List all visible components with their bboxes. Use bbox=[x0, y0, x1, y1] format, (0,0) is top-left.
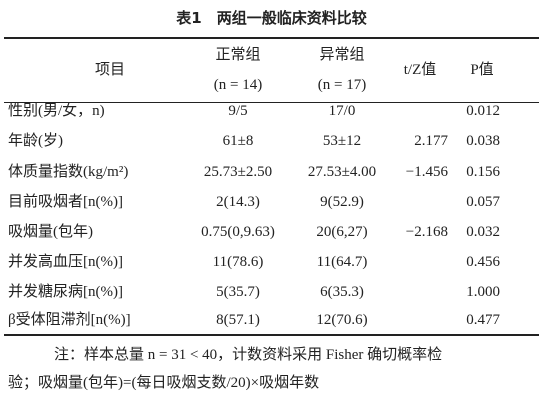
cell: 0.456 bbox=[466, 254, 500, 270]
column-header: 项目 bbox=[94, 62, 125, 78]
row-label: β受体阻滞剂[n(%)] bbox=[8, 312, 131, 328]
cell: 20(6,27) bbox=[316, 224, 368, 240]
cell: 0.038 bbox=[466, 133, 500, 149]
cell: 9/5 bbox=[228, 103, 248, 119]
cell: 0.477 bbox=[466, 312, 500, 328]
note-line: 验；吸烟量(包年)=(每日吸烟支数/20)×吸烟年数 bbox=[8, 375, 320, 391]
row-label: 年龄(岁) bbox=[8, 133, 63, 149]
column-header: 正常组 bbox=[215, 47, 261, 63]
column-subheader: (n = 17) bbox=[317, 77, 367, 93]
row-label: 并发高血压[n(%)] bbox=[8, 254, 123, 270]
cell: 53±12 bbox=[322, 133, 362, 149]
column-header: 异常组 bbox=[319, 47, 365, 63]
cell: −1.456 bbox=[405, 164, 448, 180]
cell: 11(78.6) bbox=[212, 254, 264, 270]
cell: 17/0 bbox=[328, 103, 356, 119]
column-header: t/Z值 bbox=[403, 62, 437, 78]
row-label: 性别(男/女，n) bbox=[8, 103, 105, 119]
cell: −2.168 bbox=[405, 224, 448, 240]
bottom-rule bbox=[4, 334, 539, 336]
cell: 0.75(0,9.63) bbox=[201, 224, 275, 240]
cell: 0.032 bbox=[466, 224, 500, 240]
cell: 5(35.7) bbox=[216, 284, 260, 300]
cell: 1.000 bbox=[466, 284, 500, 300]
top-rule bbox=[4, 37, 539, 39]
header-rule bbox=[4, 102, 539, 103]
cell: 2.177 bbox=[414, 133, 448, 149]
row-label: 吸烟量(包年) bbox=[8, 224, 93, 240]
row-label: 目前吸烟者[n(%)] bbox=[8, 194, 123, 210]
cell: 11(64.7) bbox=[316, 254, 368, 270]
cell: 8(57.1) bbox=[216, 312, 260, 328]
cell: 27.53±4.00 bbox=[307, 164, 377, 180]
cell: 25.73±2.50 bbox=[203, 164, 273, 180]
note-line: 注：样本总量 n = 31 < 40，计数资料采用 Fisher 确切概率检 bbox=[54, 347, 443, 363]
cell: 0.012 bbox=[466, 103, 500, 119]
cell: 0.057 bbox=[466, 194, 500, 210]
column-header: P值 bbox=[470, 62, 494, 78]
cell: 2(14.3) bbox=[216, 194, 260, 210]
cell: 12(70.6) bbox=[316, 312, 368, 328]
table-title: 表1 两组一般临床资料比较 bbox=[176, 9, 367, 27]
cell: 6(35.3) bbox=[320, 284, 364, 300]
cell: 0.156 bbox=[466, 164, 500, 180]
row-label: 体质量指数(kg/m²) bbox=[8, 164, 129, 180]
cell: 9(52.9) bbox=[320, 194, 364, 210]
column-subheader: (n = 14) bbox=[213, 77, 263, 93]
cell: 61±8 bbox=[222, 133, 254, 149]
row-label: 并发糖尿病[n(%)] bbox=[8, 284, 123, 300]
